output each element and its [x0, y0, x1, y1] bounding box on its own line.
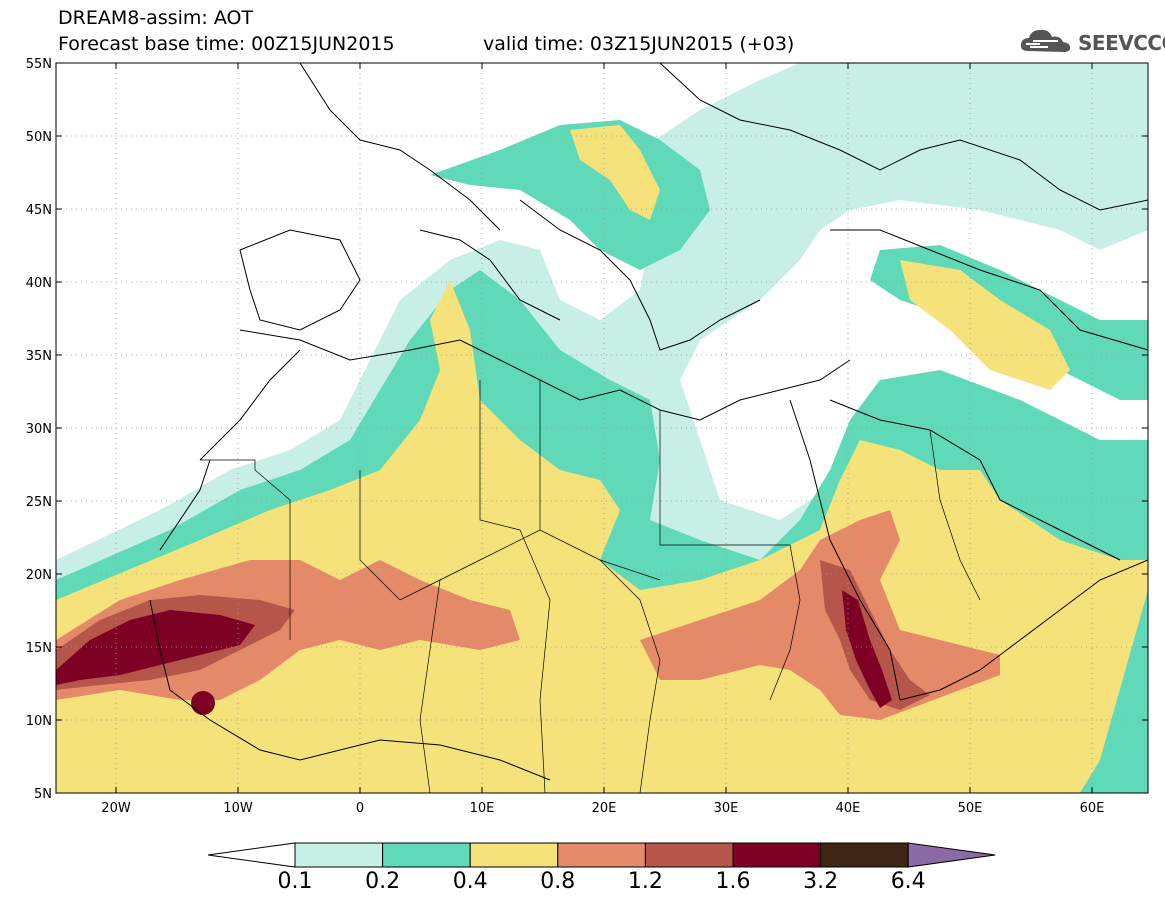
lat-tick-label: 50N: [26, 130, 52, 145]
lon-tick-label: 20W: [101, 801, 131, 816]
colorbar-min-arrow: [207, 842, 296, 868]
lon-tick-label: 40E: [836, 801, 861, 816]
aot-contour-1.6-spot: [191, 691, 215, 715]
colorbar-segment: [382, 842, 471, 868]
colorbar-segment: [732, 842, 822, 868]
colorbar: [207, 842, 996, 868]
colorbar-tick-label: 1.2: [628, 869, 663, 894]
cloud-icon: [1020, 29, 1071, 52]
colorbar-tick-label: 3.2: [803, 869, 838, 894]
aot-contour-0.8-east: [640, 510, 1000, 720]
aot-contour-0.4-east: [900, 260, 1070, 390]
aot-field: [56, 63, 1148, 793]
lon-tick-label: 60E: [1080, 801, 1105, 816]
lon-tick-label: 30E: [714, 801, 739, 816]
colorbar-tick-label: 6.4: [891, 869, 926, 894]
lat-tick-label: 30N: [26, 422, 52, 437]
logo-text: SEEVCCC: [1078, 31, 1165, 55]
borders: [200, 380, 981, 793]
lon-tick-label: 50E: [958, 801, 983, 816]
lon-tick-label: 20E: [592, 801, 617, 816]
lon-tick-label: 10E: [470, 801, 495, 816]
lat-tick-label: 15N: [26, 641, 52, 656]
forecast-base-time: Forecast base time: 00Z15JUN2015: [58, 33, 395, 55]
colorbar-tick-label: 1.6: [716, 869, 751, 894]
aot-contour-1.6-east: [842, 590, 892, 708]
map-title: DREAM8-assim: AOT: [58, 7, 254, 29]
colorbar-tick-label: 0.1: [278, 869, 313, 894]
longitude-axis: 20W 10W 0 10E 20E 30E 40E 50E 60E: [101, 63, 1104, 816]
lat-tick-label: 40N: [26, 276, 52, 291]
colorbar-tick-label: 0.8: [540, 869, 575, 894]
lat-tick-label: 10N: [26, 714, 52, 729]
lon-tick-label: 10W: [223, 801, 253, 816]
lat-tick-label: 20N: [26, 568, 52, 583]
lat-tick-label: 55N: [26, 57, 52, 72]
lat-tick-label: 25N: [26, 495, 52, 510]
lat-tick-label: 45N: [26, 203, 52, 218]
colorbar-segment: [294, 842, 384, 868]
colorbar-segment: [469, 842, 559, 868]
colorbar-tick-label: 0.4: [453, 869, 488, 894]
colorbar-max-arrow: [907, 842, 996, 868]
colorbar-segment: [557, 842, 646, 868]
latitude-axis: 55N 50N 45N 40N 35N 30N 25N 20N 15N 10N 5N: [26, 57, 1148, 802]
coastlines: [149, 63, 1148, 781]
seevccc-logo: SEEVCCC: [1018, 25, 1165, 57]
colorbar-tick-label: 0.2: [365, 869, 400, 894]
graticule: [56, 63, 1148, 793]
lon-tick-label: 0: [356, 801, 364, 816]
valid-time: valid time: 03Z15JUN2015 (+03): [483, 33, 795, 55]
aot-contour-0.4-north: [570, 125, 660, 220]
colorbar-segment: [820, 842, 909, 868]
colorbar-segment: [644, 842, 734, 868]
aot-contour-1.6: [56, 610, 255, 685]
lat-tick-label: 5N: [34, 787, 52, 802]
colorbar-labels: 0.1 0.2 0.4 0.8 1.2 1.6 3.2 6.4: [278, 869, 926, 894]
lat-tick-label: 35N: [26, 349, 52, 364]
